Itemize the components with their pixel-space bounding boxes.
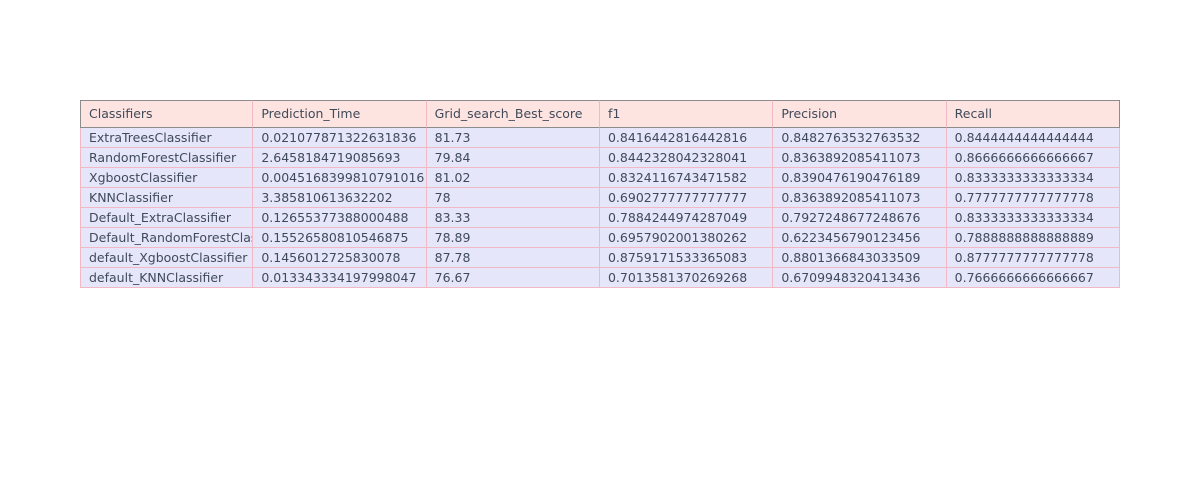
table-cell: 0.8801366843033509 [773,248,947,268]
table-row: ExtraTreesClassifier 0.021077871322631836… [80,128,1120,148]
table-cell: default_KNNClassifier [80,268,254,288]
table-row: default_XgboostClassifier 0.1456012725830… [80,248,1120,268]
table-cell: default_XgboostClassifier [80,248,254,268]
table-cell: 0.7884244974287049 [599,208,774,228]
table-cell: 0.8444444444444444 [946,128,1120,148]
table-cell: Default_ExtraClassifier [80,208,254,228]
column-header: Classifiers [80,100,254,128]
table-cell: ExtraTreesClassifier [80,128,254,148]
table-cell: KNNClassifier [80,188,254,208]
table-cell: Default_RandomForestClassifier [80,228,254,248]
table-cell: 78.89 [426,228,600,248]
table-row: RandomForestClassifier 2.6458184719085693… [80,148,1120,168]
table-row: Default_ExtraClassifier 0.126553773880004… [80,208,1120,228]
table-cell: 0.7777777777777778 [946,188,1120,208]
table-cell: 0.8333333333333334 [946,168,1120,188]
table-cell: 0.7888888888888889 [946,228,1120,248]
table-cell: 0.8363892085411073 [773,188,947,208]
table-cell: 0.8759171533365083 [599,248,774,268]
table-cell: 79.84 [426,148,600,168]
table-row: default_KNNClassifier 0.01334333419799804… [80,268,1120,288]
table-cell: 2.6458184719085693 [253,148,427,168]
table-cell: 0.7013581370269268 [599,268,774,288]
column-header: Prediction_Time [253,100,427,128]
table-cell: 0.8390476190476189 [773,168,947,188]
table-cell: 0.1456012725830078 [253,248,427,268]
table-header-row: Classifiers Prediction_Time Grid_search_… [80,100,1120,128]
table-cell: 0.6902777777777777 [599,188,774,208]
table-cell: 0.0045168399810791016 [253,168,427,188]
table-cell: 81.02 [426,168,600,188]
table-cell: 0.8442328042328041 [599,148,774,168]
table-row: XgboostClassifier 0.0045168399810791016 81… [80,168,1120,188]
table-cell: 0.8363892085411073 [773,148,947,168]
table-cell: 83.33 [426,208,600,228]
column-header: f1 [599,100,774,128]
table-cell: 0.15526580810546875 [253,228,427,248]
column-header: Recall [946,100,1120,128]
table-cell: 0.7666666666666667 [946,268,1120,288]
table-row: KNNClassifier 3.385810613632202 78 0.690277… [80,188,1120,208]
table-cell: 78 [426,188,600,208]
table-row: Default_RandomForestClassifier0.15526580… [80,228,1120,248]
table-cell: RandomForestClassifier [80,148,254,168]
column-header: Precision [773,100,947,128]
table-cell: 0.8482763532763532 [773,128,947,148]
column-header: Grid_search_Best_score [426,100,600,128]
table-cell: XgboostClassifier [80,168,254,188]
table-cell: 0.6223456790123456 [773,228,947,248]
table-cell: 87.78 [426,248,600,268]
table-cell: 0.8416442816442816 [599,128,774,148]
classifier-results-table: Classifiers Prediction_Time Grid_search_… [80,100,1120,288]
table-cell: 0.8666666666666667 [946,148,1120,168]
table-cell: 3.385810613632202 [253,188,427,208]
table-cell: 0.8324116743471582 [599,168,774,188]
table-cell: 81.73 [426,128,600,148]
table-cell: 0.8777777777777778 [946,248,1120,268]
table-cell: 0.7927248677248676 [773,208,947,228]
table-cell: 0.8333333333333334 [946,208,1120,228]
table-body: ExtraTreesClassifier 0.021077871322631836… [80,128,1120,288]
table-cell: 76.67 [426,268,600,288]
table-cell: 0.6957902001380262 [599,228,774,248]
table-cell: 0.021077871322631836 [253,128,427,148]
table-cell: 0.013343334197998047 [253,268,427,288]
table-cell: 0.12655377388000488 [253,208,427,228]
table-cell: 0.6709948320413436 [773,268,947,288]
